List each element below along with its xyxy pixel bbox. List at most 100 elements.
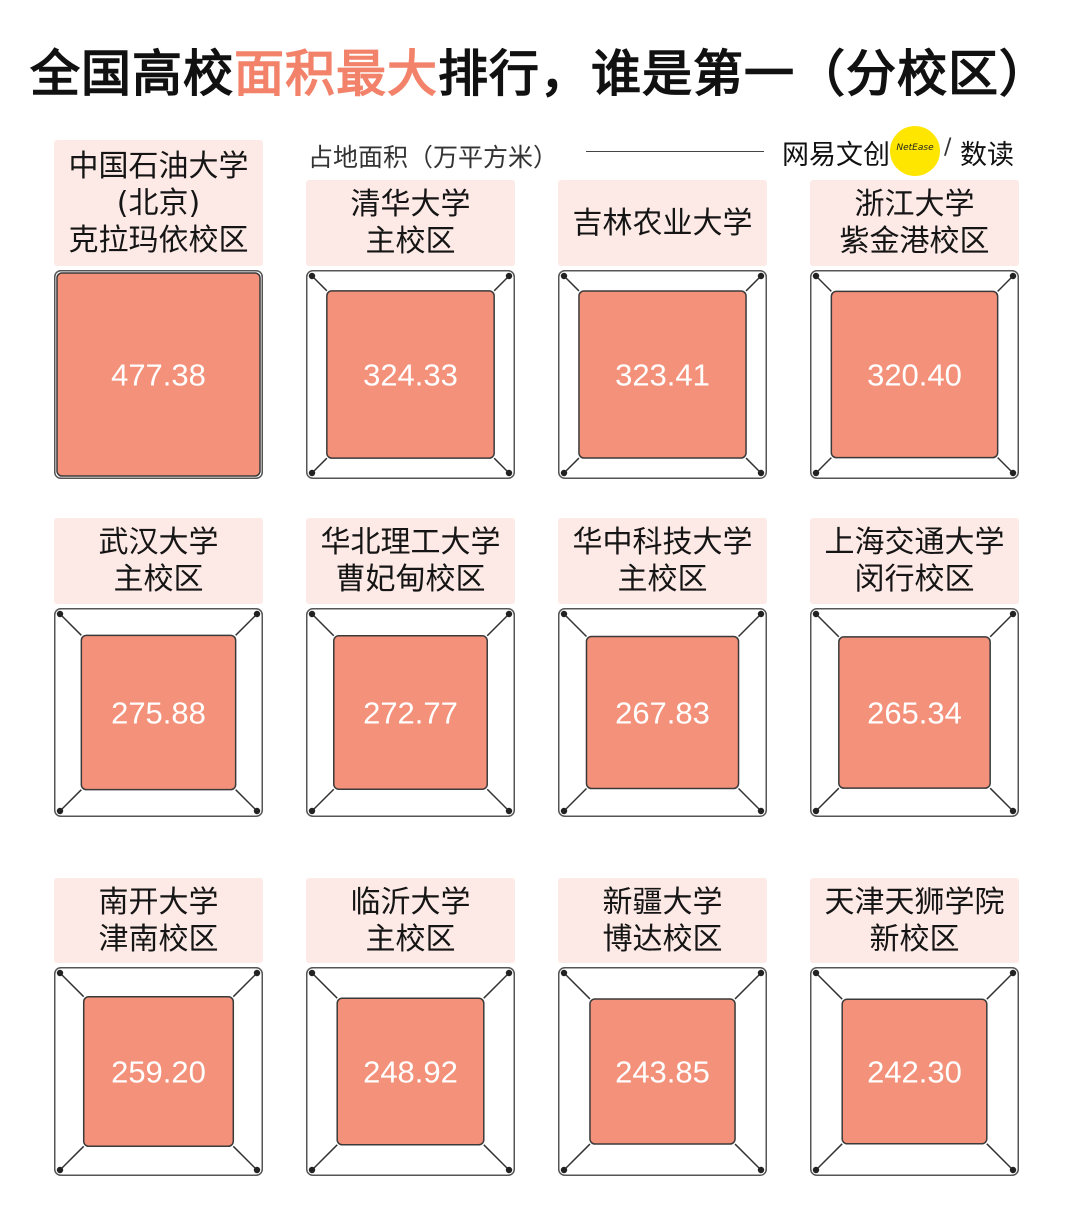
logo-product-text: 数读 [960, 140, 1014, 171]
campus-name-line: 津南校区 [98, 921, 219, 957]
campus-name-line: 闵行校区 [854, 562, 975, 597]
corner-connector-line [311, 457, 328, 474]
value-label: 259.20 [111, 1055, 206, 1090]
corner-dot [812, 272, 820, 280]
campus-name-line: 主校区 [365, 224, 456, 259]
campus-name-line: 浙江大学 [854, 187, 975, 222]
chart-title: 全国高校面积最大排行，谁是第一（分校区） [0, 34, 1080, 106]
corner-dot [56, 1166, 64, 1174]
corner-dot [56, 610, 64, 618]
corner-dot [1009, 1166, 1017, 1174]
corner-connector-line [737, 787, 762, 812]
corner-connector-line [815, 1143, 843, 1171]
campus-name-label: 临沂大学 主校区 [306, 878, 515, 963]
campus-name-line: 新疆大学 [602, 884, 723, 920]
corner-connector-line [59, 972, 85, 998]
corner-dot [757, 469, 765, 477]
value-label: 320.40 [867, 358, 962, 393]
title-highlight: 面积最大 [234, 45, 438, 103]
corner-connector-line [986, 1143, 1014, 1171]
corner-connector-line [563, 1143, 591, 1171]
corner-dot [757, 1166, 765, 1174]
corner-connector-line [311, 972, 338, 999]
corner-connector-line [815, 972, 843, 1000]
corner-dot [812, 610, 820, 618]
campus-name-line: 主校区 [113, 562, 204, 597]
corner-connector-line [59, 1145, 85, 1171]
logo-yellow-circle-icon: NetEase [890, 126, 940, 176]
campus-name-label: 浙江大学 紫金港校区 [810, 180, 1019, 266]
campus-name-label: 南开大学 津南校区 [54, 878, 263, 963]
campus-name-label: 武汉大学 主校区 [54, 518, 263, 604]
corner-dot [253, 969, 261, 977]
logo-brand-text: 网易文创 [782, 140, 890, 171]
campus-name-line: 上海交通大学 [824, 525, 1005, 560]
corner-dot [308, 469, 316, 477]
corner-dot [253, 807, 261, 815]
corner-connector-line [563, 613, 588, 638]
value-square [589, 998, 736, 1145]
corner-connector-line [745, 275, 762, 292]
corner-connector-line [734, 1143, 762, 1171]
area-square-graphic: 323.41 [558, 270, 767, 479]
campus-name-line: 华北理工大学 [320, 525, 501, 560]
corner-dot [757, 807, 765, 815]
corner-dot [308, 610, 316, 618]
area-square-graphic: 248.92 [306, 967, 515, 1176]
area-square-graphic: 477.38 [54, 270, 263, 479]
value-label: 275.88 [111, 696, 206, 731]
corner-connector-line [815, 457, 832, 474]
campus-name-label: 清华大学 主校区 [306, 180, 515, 266]
corner-dot [560, 610, 568, 618]
corner-connector-line [493, 457, 510, 474]
corner-connector-line [734, 972, 762, 1000]
corner-dot [1009, 610, 1017, 618]
value-label: 265.34 [867, 696, 962, 731]
value-square [838, 636, 991, 789]
corner-connector-line [563, 275, 580, 292]
campus-name-line: 天津天狮学院 [824, 884, 1005, 920]
campus-name-line: 武汉大学 [98, 525, 219, 560]
campus-name-line: 主校区 [365, 921, 456, 957]
corner-connector-line [311, 788, 335, 812]
corner-connector-line [483, 1144, 510, 1171]
campus-name-line: 临沂大学 [350, 884, 471, 920]
value-square [326, 290, 495, 459]
corner-dot [812, 1166, 820, 1174]
corner-connector-line [59, 789, 82, 812]
value-label: 324.33 [363, 358, 458, 393]
corner-dot [812, 807, 820, 815]
area-square-graphic: 320.40 [810, 270, 1019, 479]
area-square-graphic: 324.33 [306, 270, 515, 479]
corner-connector-line [493, 275, 510, 292]
campus-name-line: 曹妃甸校区 [335, 562, 486, 597]
value-square [56, 272, 261, 477]
corner-connector-line [232, 972, 258, 998]
corner-dot [560, 969, 568, 977]
corner-dot [1009, 272, 1017, 280]
logo-badge-text: NetEase [896, 143, 934, 153]
unit-label: 占地面积（万平方米） [308, 143, 559, 172]
corner-dot [505, 610, 513, 618]
corner-dot [560, 469, 568, 477]
campus-name-line: 吉林农业大学 [572, 205, 753, 241]
corner-dot [308, 272, 316, 280]
corner-connector-line [486, 788, 510, 812]
corner-dot [560, 1166, 568, 1174]
campus-name-label: 上海交通大学 闵行校区 [810, 518, 1019, 604]
area-square-graphic: 267.83 [558, 608, 767, 817]
corner-dot [1009, 469, 1017, 477]
corner-dot [812, 969, 820, 977]
value-square [333, 635, 488, 790]
value-label: 248.92 [363, 1055, 458, 1090]
corner-connector-line [311, 275, 328, 292]
corner-dot [757, 969, 765, 977]
corner-dot [56, 969, 64, 977]
corner-connector-line [989, 787, 1014, 812]
corner-connector-line [59, 613, 82, 636]
corner-connector-line [563, 972, 591, 1000]
corner-dot [308, 807, 316, 815]
corner-dot [308, 969, 316, 977]
logo-slash: / [944, 135, 952, 160]
area-square-graphic: 272.77 [306, 608, 515, 817]
